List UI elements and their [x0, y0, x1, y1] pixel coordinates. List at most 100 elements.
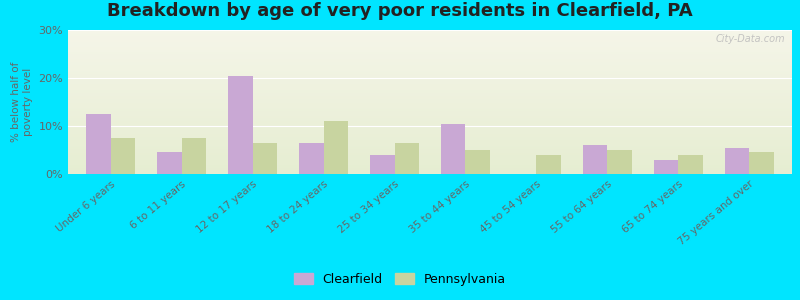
Bar [68, 131, 792, 132]
Bar [68, 46, 792, 47]
Bar [68, 143, 792, 144]
Bar [68, 54, 792, 55]
Bar [394, 143, 419, 174]
Bar [68, 59, 792, 60]
Bar [68, 58, 792, 59]
Bar [68, 66, 792, 67]
Bar [68, 74, 792, 75]
Bar [68, 70, 792, 71]
Bar [68, 53, 792, 54]
Bar [68, 103, 792, 104]
Bar [68, 149, 792, 150]
Bar [68, 49, 792, 50]
Bar [370, 155, 394, 174]
Bar [68, 64, 792, 65]
Bar [68, 173, 792, 174]
Bar [68, 144, 792, 145]
Bar [68, 101, 792, 102]
Bar [537, 155, 562, 174]
Bar [68, 102, 792, 103]
Bar [68, 116, 792, 117]
Bar [68, 85, 792, 86]
Bar [68, 141, 792, 142]
Bar [68, 33, 792, 34]
Bar [68, 75, 792, 76]
Bar [68, 79, 792, 80]
Bar [68, 69, 792, 70]
Bar [68, 118, 792, 119]
Bar [68, 160, 792, 161]
Bar [68, 72, 792, 73]
Bar [68, 40, 792, 41]
Bar [750, 152, 774, 174]
Bar [68, 32, 792, 33]
Bar [68, 148, 792, 149]
Bar [68, 77, 792, 78]
Bar [678, 155, 703, 174]
Bar [68, 68, 792, 69]
Bar [68, 98, 792, 99]
Bar [68, 57, 792, 58]
Text: City-Data.com: City-Data.com [715, 34, 785, 44]
Bar [68, 151, 792, 152]
Bar [68, 140, 792, 141]
Bar [68, 90, 792, 91]
Bar [68, 36, 792, 37]
Bar [68, 52, 792, 53]
Bar [68, 152, 792, 153]
Bar [68, 94, 792, 95]
Bar [68, 158, 792, 159]
Bar [68, 62, 792, 63]
Bar [68, 45, 792, 46]
Bar [323, 121, 348, 174]
Bar [466, 150, 490, 174]
Bar [68, 147, 792, 148]
Bar [68, 169, 792, 170]
Bar [68, 121, 792, 122]
Bar [298, 143, 323, 174]
Bar [68, 108, 792, 109]
Bar [725, 148, 750, 174]
Bar [68, 50, 792, 51]
Bar [68, 84, 792, 85]
Bar [68, 164, 792, 165]
Bar [68, 166, 792, 167]
Bar [68, 122, 792, 123]
Bar [68, 123, 792, 124]
Bar [68, 99, 792, 100]
Bar [68, 83, 792, 84]
Bar [68, 113, 792, 114]
Bar [110, 138, 135, 174]
Bar [654, 160, 678, 174]
Bar [68, 104, 792, 105]
Bar [68, 31, 792, 32]
Bar [68, 87, 792, 88]
Bar [68, 153, 792, 154]
Bar [68, 155, 792, 156]
Bar [68, 63, 792, 64]
Bar [68, 91, 792, 92]
Bar [68, 89, 792, 90]
Bar [68, 82, 792, 83]
Bar [68, 133, 792, 134]
Bar [68, 114, 792, 115]
Bar [68, 132, 792, 133]
Bar [68, 165, 792, 166]
Bar [68, 161, 792, 162]
Bar [68, 171, 792, 172]
Bar [68, 130, 792, 131]
Bar [68, 156, 792, 157]
Bar [68, 88, 792, 89]
Bar [68, 85, 792, 86]
Bar [68, 55, 792, 56]
Bar [68, 135, 792, 136]
Bar [68, 100, 792, 101]
Bar [68, 157, 792, 158]
Bar [68, 73, 792, 74]
Bar [68, 142, 792, 143]
Bar [68, 51, 792, 52]
Bar [68, 125, 792, 126]
Bar [607, 150, 632, 174]
Y-axis label: % below half of
poverty level: % below half of poverty level [11, 62, 33, 142]
Bar [68, 137, 792, 138]
